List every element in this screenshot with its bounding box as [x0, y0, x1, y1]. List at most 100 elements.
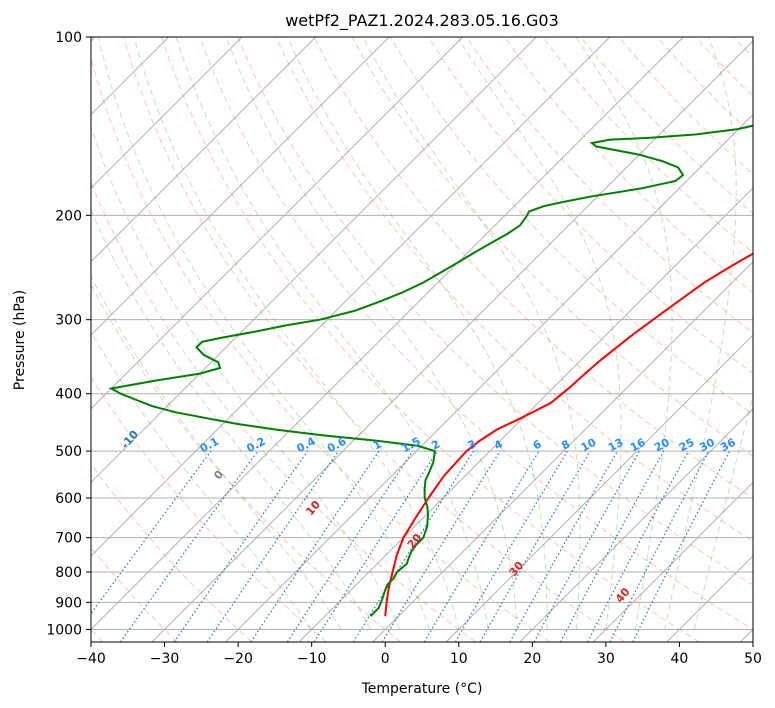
isotherm-line [91, 37, 537, 484]
isotherm-line [91, 37, 611, 557]
x-axis-label: Temperature (°C) [361, 681, 483, 697]
dry-adiabat-line [91, 376, 327, 642]
dry-adiabat-line [504, 37, 753, 294]
moist-adiabat-line [91, 208, 371, 630]
mixing-ratio-label: 16 [628, 436, 648, 455]
mixing-ratio-line [533, 450, 641, 642]
dry-adiabat-line [389, 37, 753, 416]
dry-adiabat-line [694, 37, 753, 97]
y-tick-label: 300 [55, 313, 82, 329]
mixing-ratio-line [206, 450, 339, 642]
y-tick-label: 500 [55, 444, 82, 460]
profile-lines [108, 124, 753, 617]
mixing-ratio-line [286, 450, 414, 642]
isotherm-line [225, 113, 753, 642]
background-lines [91, 37, 775, 642]
moist-adiabat-line [225, 37, 519, 630]
dry-adiabat-label: 30 [507, 559, 527, 579]
dry-adiabat-line [91, 56, 551, 642]
y-tick-label: 1000 [46, 622, 82, 638]
isotherm-line [592, 481, 753, 642]
y-axis-label: Pressure (hPa) [12, 290, 28, 390]
moist-adiabat-line [457, 37, 622, 630]
mixing-ratio-line [381, 450, 501, 642]
dry-adiabat-line [123, 37, 625, 642]
x-tick-label: 20 [523, 651, 541, 667]
y-tick-label: 200 [55, 208, 82, 224]
moist-adiabat-line [664, 37, 737, 630]
dewpoint-profile [108, 124, 753, 617]
isotherm-line [91, 37, 390, 336]
mixing-ratio-label: 6 [531, 437, 544, 452]
temperature-profile [384, 252, 753, 617]
mixing-ratio-line [559, 450, 665, 642]
moist-adiabat-line [97, 37, 430, 630]
mixing-ratio-line [250, 450, 380, 642]
moist-adiabat-line [133, 37, 460, 630]
dry-adiabat-line [465, 37, 753, 334]
moist-adiabat-line [91, 275, 342, 630]
moist-adiabat-line [575, 37, 673, 630]
dry-adiabat-line [199, 37, 753, 630]
isotherm-line [372, 260, 753, 642]
dry-adiabat-line [91, 283, 402, 642]
line-labels: 0.10.20.40.611.52346810131620253036-100-… [118, 428, 738, 606]
dry-adiabat-line [91, 463, 253, 642]
x-tick-label: 30 [597, 651, 615, 667]
dry-adiabat-label: -10 [118, 428, 141, 452]
mixing-ratio-label: 20 [652, 436, 672, 455]
moist-adiabat-line [286, 37, 548, 630]
mixing-ratio-line [313, 450, 438, 642]
isotherm-line [91, 37, 243, 189]
mixing-ratio-line [119, 450, 259, 642]
axis-ticks: −40 −30 −20 −10 0 10 20 30 40 5010020030040050060… [46, 30, 762, 667]
y-tick-label: 700 [55, 531, 82, 547]
moist-adiabat-line [693, 393, 753, 630]
x-tick-label: 10 [450, 651, 468, 667]
mixing-ratio-label: 1 [371, 437, 384, 452]
x-tick-label: −30 [150, 651, 180, 667]
mixing-ratio-line [509, 450, 618, 642]
dry-adiabat-line [161, 37, 700, 642]
x-tick-label: 40 [671, 651, 689, 667]
isotherm-line [91, 37, 317, 263]
mixing-ratio-label: 1.5 [399, 435, 422, 456]
dry-adiabat-line [275, 37, 753, 542]
moist-adiabat-line [175, 37, 489, 630]
dry-adiabat-line [351, 37, 753, 457]
mixing-ratio-line [454, 450, 568, 642]
moist-adiabat-line [91, 125, 401, 630]
moist-adiabat-line [91, 330, 313, 630]
isotherm-line [91, 37, 684, 631]
mixing-ratio-label: 0.1 [198, 435, 221, 456]
dry-adiabat-line [618, 37, 753, 175]
y-tick-label: 400 [55, 387, 82, 403]
isotherm-line [445, 334, 753, 642]
isotherm-line [298, 187, 753, 642]
x-tick-label: −20 [223, 651, 253, 667]
mixing-ratio-line [173, 450, 309, 642]
x-tick-label: 0 [381, 651, 390, 667]
dry-adiabat-line [237, 37, 753, 586]
x-tick-label: 50 [744, 651, 762, 667]
mixing-ratio-line [91, 450, 212, 615]
mixing-ratio-label: 36 [718, 436, 738, 455]
x-tick-label: −10 [297, 651, 327, 667]
mixing-ratio-label: 30 [697, 436, 717, 455]
mixing-ratio-label: 10 [579, 436, 599, 455]
mixing-ratio-line [586, 450, 689, 642]
mixing-ratio-line [632, 450, 731, 642]
x-tick-label: −40 [76, 651, 106, 667]
isotherm-line [519, 408, 753, 642]
dry-adiabat-line [771, 37, 775, 642]
y-tick-label: 600 [55, 491, 82, 507]
chart-title: wetPf2_PAZ1.2024.283.05.16.G03 [285, 11, 559, 31]
mixing-ratio-line [352, 450, 475, 642]
dry-adiabat-label: 10 [303, 498, 323, 518]
plot-frame [90, 36, 754, 643]
y-tick-label: 800 [55, 565, 82, 581]
mixing-ratio-label: 13 [606, 436, 626, 455]
moist-adiabat-line [362, 37, 581, 630]
y-tick-label: 100 [55, 30, 82, 46]
